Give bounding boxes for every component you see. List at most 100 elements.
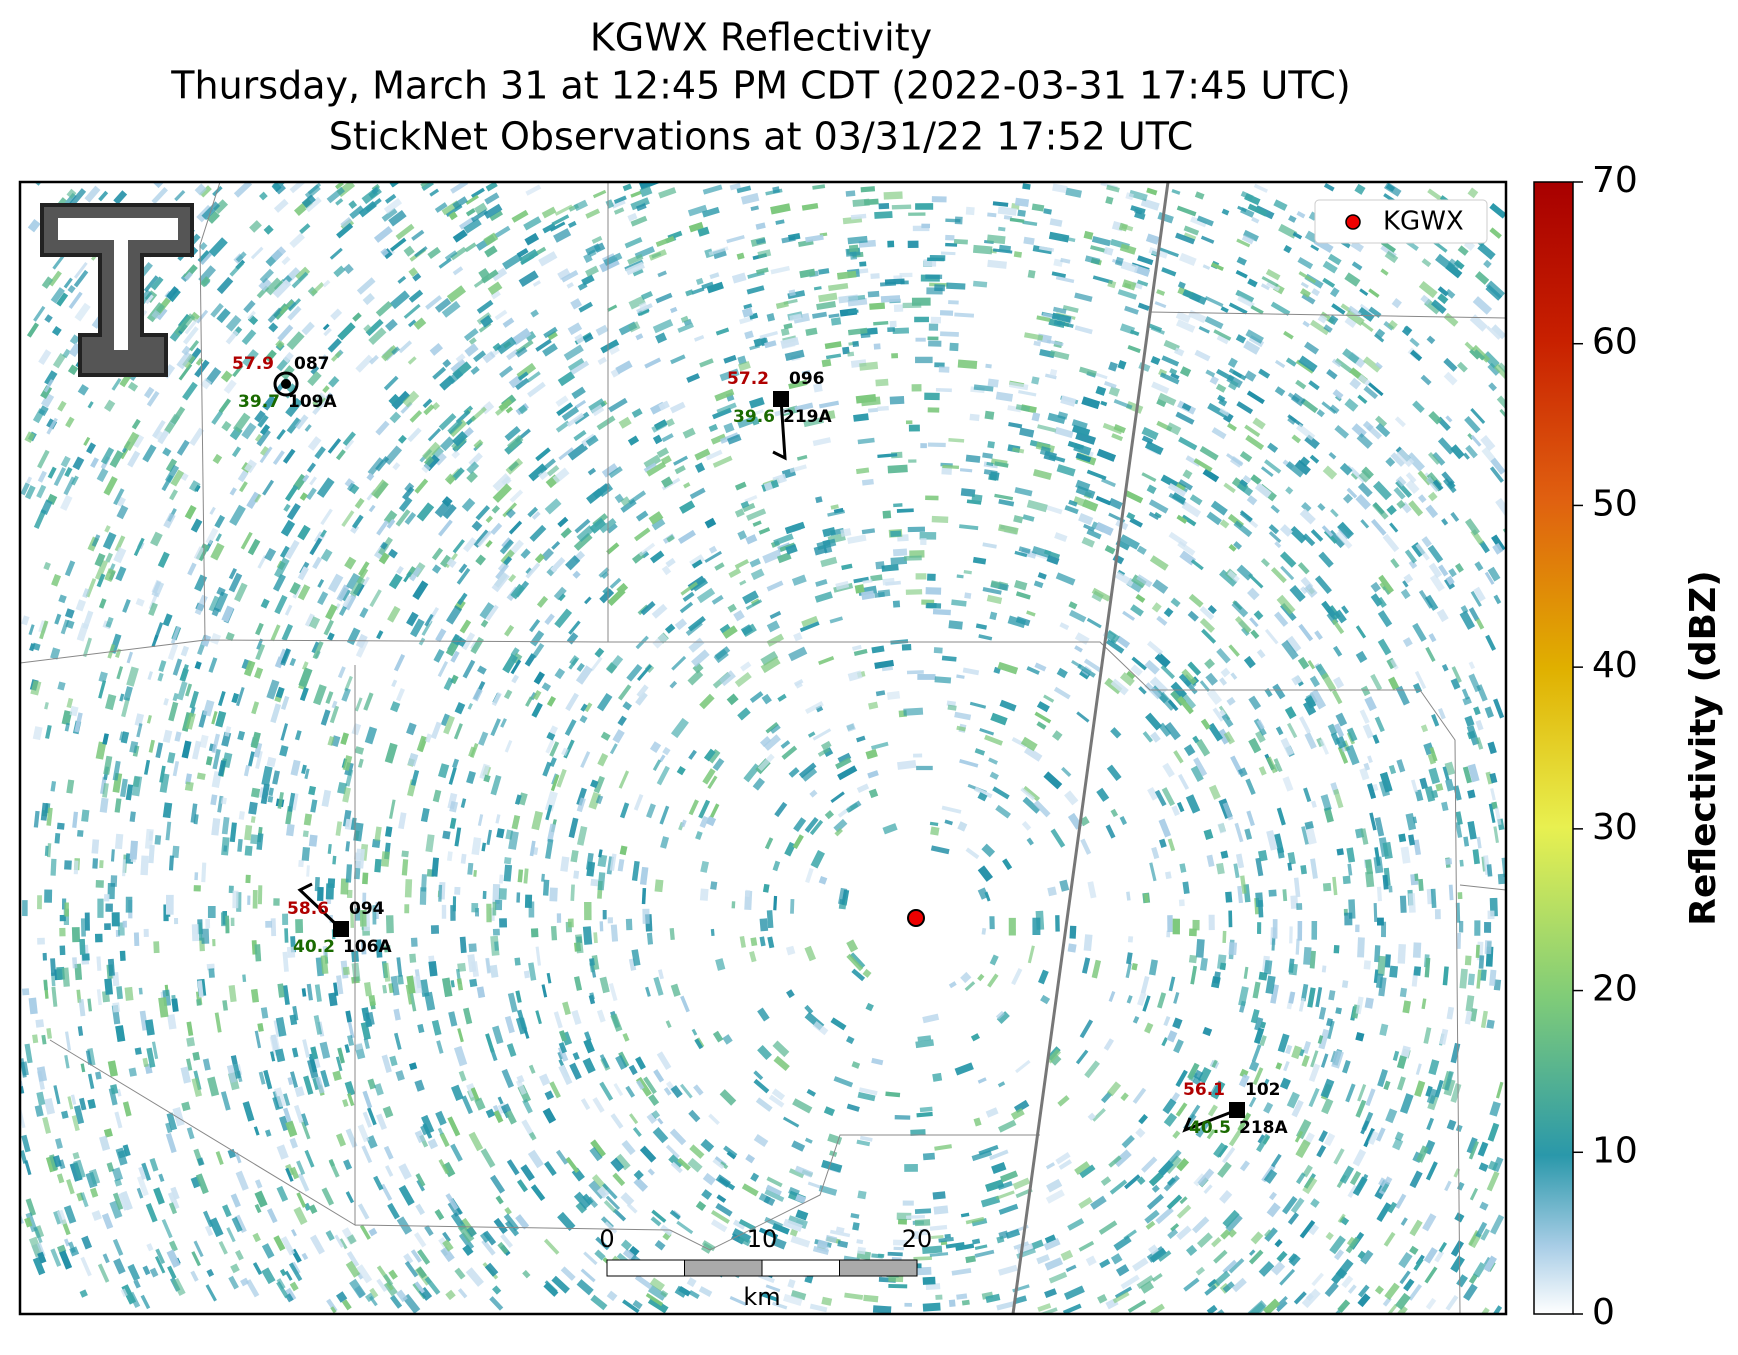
- echo: [281, 256, 291, 266]
- echo: [1467, 820, 1477, 840]
- echo: [1476, 1307, 1490, 1314]
- echo: [1154, 789, 1167, 807]
- echo: [1485, 280, 1506, 299]
- echo: [1086, 469, 1107, 481]
- echo: [196, 998, 202, 1006]
- echo: [442, 359, 452, 368]
- echo: [1100, 1091, 1113, 1104]
- echo: [322, 385, 330, 393]
- colorbar-tick-label: 40: [1592, 645, 1638, 686]
- echo: [788, 646, 808, 662]
- echo: [744, 330, 754, 340]
- echo: [1303, 583, 1318, 598]
- echo: [527, 381, 546, 398]
- echo: [945, 1242, 965, 1249]
- echo: [311, 641, 320, 654]
- echo: [1355, 1099, 1367, 1118]
- echo: [1036, 1254, 1050, 1265]
- echo: [408, 1062, 418, 1071]
- echo: [1385, 457, 1396, 467]
- echo: [1098, 1220, 1118, 1235]
- echo: [637, 664, 652, 682]
- echo: [710, 433, 727, 445]
- echo: [852, 1222, 860, 1231]
- echo: [1381, 1183, 1390, 1193]
- echo: [84, 185, 101, 203]
- echo: [442, 504, 457, 520]
- echo: [356, 277, 376, 295]
- echo: [477, 530, 492, 548]
- echo: [480, 1148, 496, 1168]
- echo: [230, 1193, 241, 1208]
- echo: [765, 1284, 781, 1293]
- echo: [84, 912, 90, 931]
- echo: [807, 731, 816, 738]
- echo: [122, 1144, 131, 1157]
- echo: [326, 186, 346, 204]
- echo: [784, 841, 796, 857]
- echo: [782, 1116, 800, 1128]
- echo: [847, 670, 863, 682]
- echo: [1183, 232, 1197, 241]
- echo: [965, 847, 980, 860]
- echo: [73, 261, 88, 279]
- echo: [1406, 452, 1425, 472]
- echo: [716, 402, 737, 415]
- echo: [1048, 454, 1066, 463]
- echo: [500, 549, 515, 565]
- echo: [1129, 329, 1140, 336]
- echo: [1049, 218, 1063, 227]
- echo: [1310, 858, 1318, 879]
- echo: [1476, 684, 1488, 702]
- echo: [322, 279, 331, 288]
- echo: [1463, 452, 1470, 460]
- probe-id: 109A: [288, 392, 337, 412]
- echo: [998, 1203, 1019, 1215]
- echo: [542, 222, 556, 234]
- echo: [1342, 875, 1351, 885]
- echo: [1014, 197, 1030, 207]
- echo: [1384, 954, 1391, 968]
- echo: [1268, 1191, 1277, 1201]
- echo: [446, 285, 467, 303]
- echo: [938, 366, 950, 373]
- echo: [221, 816, 230, 835]
- echo: [367, 1107, 377, 1126]
- echo: [64, 902, 69, 917]
- echo: [1195, 938, 1205, 958]
- colorbar-tick-label: 20: [1592, 969, 1638, 1010]
- echo: [493, 225, 511, 239]
- echo: [364, 1292, 375, 1303]
- echo: [1172, 1130, 1181, 1139]
- echo: [998, 226, 1006, 232]
- echo: [330, 351, 342, 362]
- echo: [972, 280, 988, 288]
- echo: [1187, 610, 1199, 622]
- echo: [457, 1223, 475, 1243]
- echo: [676, 1220, 694, 1235]
- echo: [301, 321, 315, 336]
- echo: [497, 1096, 504, 1105]
- echo: [203, 1210, 214, 1228]
- echo: [1179, 366, 1192, 377]
- echo: [172, 1107, 185, 1127]
- echo: [889, 320, 897, 328]
- echo: [232, 364, 244, 378]
- echo: [590, 779, 599, 789]
- echo: [1145, 1220, 1156, 1230]
- echo: [1060, 1249, 1074, 1262]
- echo: [1253, 610, 1264, 621]
- echo: [576, 662, 585, 672]
- echo: [1465, 995, 1475, 1012]
- echo: [589, 958, 595, 966]
- echo: [1468, 607, 1480, 622]
- echo: [1257, 1134, 1265, 1144]
- echo: [301, 1252, 309, 1261]
- echo: [1108, 1155, 1122, 1168]
- echo: [408, 289, 424, 303]
- echo: [573, 870, 580, 879]
- echo: [1299, 456, 1310, 468]
- echo: [1273, 758, 1283, 773]
- echo: [935, 387, 952, 393]
- echo: [1043, 208, 1052, 215]
